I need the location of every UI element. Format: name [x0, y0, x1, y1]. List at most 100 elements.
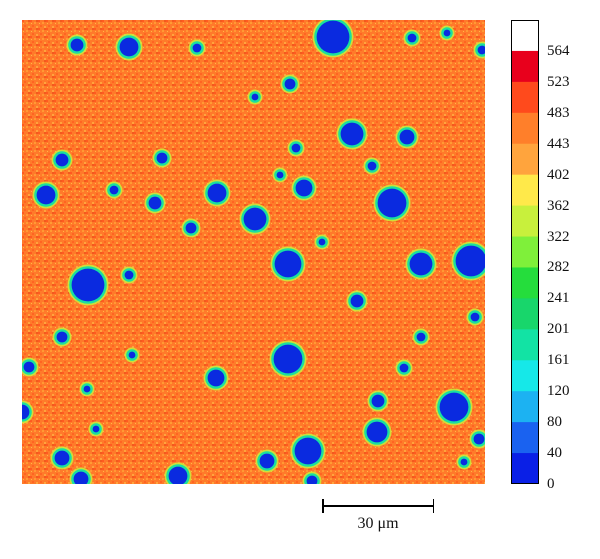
colorbar-block [511, 391, 539, 423]
scale-bar [322, 496, 434, 516]
particle [105, 181, 123, 199]
particle [255, 449, 279, 473]
particle-layer [23, 361, 35, 373]
particle-layer [470, 312, 480, 322]
particle-layer [473, 433, 485, 445]
particle-layer [207, 183, 227, 203]
particle-layer [109, 185, 119, 195]
particle [312, 20, 354, 58]
particle-layer [439, 392, 469, 422]
particle-layer [460, 458, 468, 466]
scale-bar-right-cap [432, 499, 434, 513]
particle-layer [54, 450, 70, 466]
colorbar-block [511, 112, 539, 145]
particle-layer [119, 37, 139, 57]
particle [291, 175, 317, 201]
micrograph-image [22, 20, 485, 484]
colorbar-tick-label: 362 [547, 197, 570, 214]
colorbar-tick-label: 322 [547, 228, 570, 245]
particle-layer [455, 245, 485, 277]
particle [50, 446, 74, 470]
particle [412, 328, 430, 346]
particle-layer [251, 93, 259, 101]
particle [290, 433, 326, 469]
particle [181, 218, 201, 238]
particle [405, 248, 437, 280]
colorbar-block [511, 298, 539, 330]
particle [403, 29, 421, 47]
particle [144, 192, 166, 214]
particle-layer [291, 143, 301, 153]
particle [439, 25, 455, 41]
particle-layer [207, 369, 225, 387]
particle-layer [284, 78, 296, 90]
particle [69, 467, 93, 484]
particle-layer [306, 475, 318, 484]
particle [346, 290, 368, 312]
particle [79, 381, 95, 397]
particle-layer [399, 129, 415, 145]
scale-bar-line [322, 505, 434, 507]
particle-layer [409, 252, 433, 276]
colorbar-tick-label: 40 [547, 445, 562, 462]
particle [239, 203, 271, 235]
colorbar-tick-label: 120 [547, 383, 570, 400]
particle-layer [416, 332, 426, 342]
particle-layer [371, 394, 385, 408]
particle [22, 357, 39, 377]
particle [247, 89, 263, 105]
particle-layer [56, 331, 68, 343]
colorbar-tick-label: 161 [547, 352, 570, 369]
particle [188, 39, 206, 57]
particle-layer [366, 421, 388, 443]
particle [52, 327, 72, 347]
particle-layer [148, 196, 162, 210]
particle [367, 390, 389, 412]
particle-layer [295, 179, 313, 197]
colorbar-border [511, 20, 539, 484]
particle-layer [71, 268, 105, 302]
scale-bar-left-cap [322, 499, 324, 513]
particle [287, 139, 305, 157]
colorbar-block [511, 81, 539, 114]
particle [51, 149, 73, 171]
particle-layer [185, 222, 197, 234]
particle-layer [243, 207, 267, 231]
particle [280, 74, 300, 94]
particle [115, 33, 143, 61]
particle-layer [407, 33, 417, 43]
particle [32, 181, 60, 209]
particle-layer [192, 43, 202, 53]
particle [66, 34, 88, 56]
particle [120, 266, 138, 284]
particle [451, 241, 485, 281]
particle [314, 234, 330, 250]
colorbar-block [511, 329, 539, 361]
particle-layer [156, 152, 168, 164]
particle [270, 246, 306, 282]
particle [22, 400, 34, 424]
colorbar-tick-label: 523 [547, 73, 570, 90]
particle-layer [477, 45, 485, 55]
colorbar-block [511, 20, 539, 52]
particle-layer [83, 385, 91, 393]
colorbar-tick-label: 443 [547, 135, 570, 152]
colorbar [511, 20, 539, 484]
micrograph-svg [22, 20, 485, 484]
colorbar-tick-label: 241 [547, 290, 570, 307]
particle-layer [294, 437, 322, 465]
colorbar-tick-label: 201 [547, 321, 570, 338]
colorbar-tick-label: 483 [547, 104, 570, 121]
particle [466, 308, 484, 326]
colorbar-tick-label: 0 [547, 476, 555, 492]
particle-layer [274, 250, 302, 278]
particle [67, 264, 109, 306]
particle-layer [340, 122, 364, 146]
colorbar-block [511, 174, 539, 207]
colorbar-svg [511, 20, 539, 484]
colorbar-block [511, 143, 539, 176]
colorbar-block [511, 205, 539, 238]
particle [363, 157, 381, 175]
particle [373, 184, 411, 222]
particle [456, 454, 472, 470]
